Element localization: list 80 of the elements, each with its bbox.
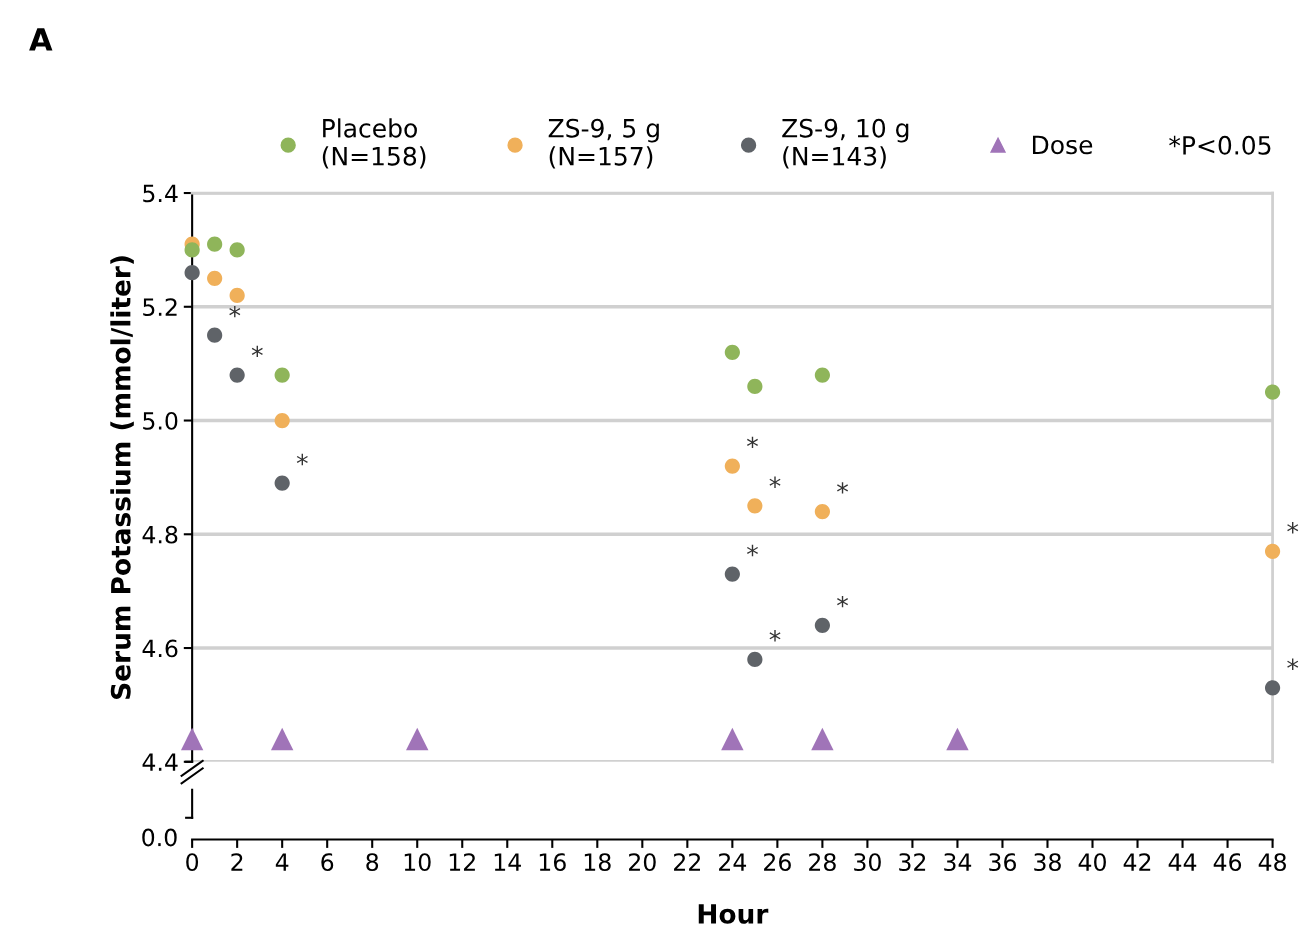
point (747, 378, 763, 395)
point (811, 727, 834, 751)
x-tick-label: 4 (275, 853, 289, 871)
x-tick-label: 8 (366, 853, 379, 872)
annotation: * (229, 305, 241, 318)
x-tick-label: 12 (449, 853, 475, 871)
point (724, 344, 740, 360)
point (814, 617, 830, 633)
x-tick-label: 18 (584, 853, 611, 872)
x-tick-label: 38 (1034, 853, 1061, 872)
point (270, 727, 294, 751)
x-tick-label: 22 (674, 853, 700, 871)
y-tick-label: 4.8 (142, 525, 178, 544)
point (1264, 543, 1281, 559)
point (180, 727, 204, 751)
point (946, 727, 969, 751)
x-tick-label: 48 (1258, 853, 1286, 872)
annotation: * (769, 476, 781, 488)
point (274, 475, 290, 491)
y-tick-label: 5.0 (143, 411, 178, 430)
text: 0.0 (142, 828, 177, 847)
x-axis-title: Hour (698, 904, 769, 924)
x-tick-label: 42 (1123, 853, 1151, 871)
point (184, 265, 200, 281)
point (1264, 384, 1281, 400)
legend-label: ZS-9, 5 g (N=157) (548, 118, 659, 169)
y-axis-title: Serum Potassium (mmol/liter) (110, 256, 134, 699)
y-tick-label: 5.4 (143, 184, 178, 203)
point (207, 270, 223, 286)
annotation: * (837, 595, 849, 608)
point (1264, 680, 1281, 696)
x-tick-label: 40 (1078, 853, 1106, 872)
x-tick-label: 16 (539, 853, 566, 872)
x-tick-label: 0 (186, 853, 199, 872)
y-tick-label: 5.2 (143, 298, 177, 317)
point (274, 367, 290, 383)
point (814, 367, 830, 383)
point (229, 367, 245, 383)
point (724, 458, 740, 474)
point (229, 242, 245, 258)
point (814, 503, 830, 520)
point (724, 566, 740, 582)
x-tick-label: 28 (809, 853, 836, 872)
annotation: * (837, 482, 849, 494)
point (207, 327, 223, 343)
point (229, 287, 245, 304)
x-tick-label: 34 (944, 853, 972, 872)
x-tick-label: 44 (1168, 853, 1197, 871)
chart-title: A (29, 28, 53, 51)
annotation: * (769, 630, 781, 642)
x-tick-label: 2 (231, 853, 243, 871)
y-tick-label: 4.6 (142, 639, 178, 658)
x-tick-label: 20 (629, 853, 656, 872)
y-tick-label: 4.4 (142, 753, 178, 771)
point (274, 412, 290, 429)
annotation: * (746, 544, 758, 557)
x-tick-label: 6 (321, 853, 334, 872)
point (747, 498, 763, 514)
x-tick-label: 36 (989, 853, 1016, 872)
x-tick-label: 24 (719, 853, 747, 871)
annotation: * (251, 345, 263, 358)
point (207, 236, 223, 252)
annotation: * (1287, 658, 1299, 670)
point (721, 727, 744, 751)
annotation: * (296, 453, 308, 466)
x-tick-label: 46 (1213, 853, 1242, 872)
legend-label: Dose (1032, 135, 1093, 155)
x-tick-label: 14 (494, 853, 521, 871)
point (184, 242, 200, 258)
legend-label: ZS-9, 10 g (N=143) (782, 118, 909, 169)
text: *P<0.05 (1169, 135, 1271, 155)
annotation: * (746, 436, 758, 449)
point (406, 727, 429, 751)
x-tick-label: 10 (404, 853, 431, 872)
point (747, 651, 763, 668)
x-tick-label: 32 (899, 853, 926, 872)
annotation: * (1287, 522, 1299, 534)
x-tick-label: 26 (764, 853, 791, 872)
x-tick-label: 30 (854, 853, 881, 872)
legend-label: Placebo (N=158) (322, 118, 426, 169)
